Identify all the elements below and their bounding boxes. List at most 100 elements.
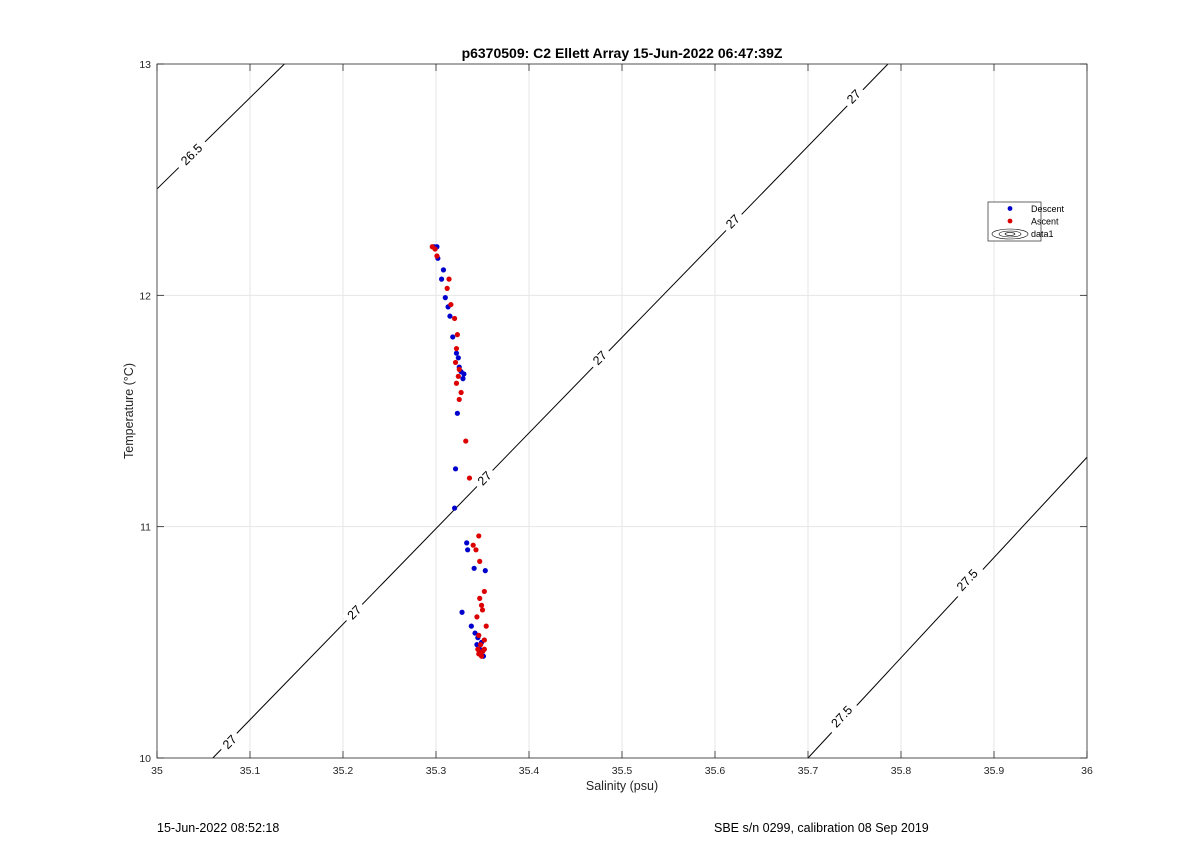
x-tick-label: 35.7 [798, 765, 819, 777]
x-tick-label: 36 [1081, 765, 1093, 777]
descent-point [453, 350, 460, 356]
y-tick-label: 11 [140, 522, 151, 534]
contour-label-bg [950, 562, 984, 598]
contour-label-bg [824, 698, 859, 734]
footer-calibration: SBE s/n 0299, calibration 08 Sep 2019 [714, 821, 929, 835]
legend-data1-label: data1 [1031, 229, 1054, 239]
ascent-point [455, 373, 461, 379]
descent-point [452, 466, 459, 472]
ascent-point [444, 285, 450, 291]
x-tick-label: 35.8 [891, 765, 912, 777]
x-tick-label: 35 [151, 765, 163, 777]
legend-ascent-marker [1007, 218, 1013, 224]
contour-label-group: 27 [472, 465, 497, 491]
ascent-point [432, 246, 438, 252]
ascent-point [477, 595, 483, 601]
ascent-point [481, 646, 487, 652]
ascent-point [475, 646, 481, 652]
ascent-point [456, 366, 462, 372]
contour-label-group: 27 [342, 600, 367, 625]
ascent-point [478, 602, 485, 608]
y-tick-label: 13 [139, 59, 151, 71]
legend-ascent-label: Ascent [1031, 217, 1059, 227]
legend-descent-marker [1007, 206, 1013, 211]
contour-label-bg [472, 465, 497, 491]
y-tick-label: 12 [139, 290, 151, 302]
ascent-point [463, 438, 469, 444]
descent-point [465, 547, 471, 553]
axis-ticks: 35 35.1 35.2 35.3 35.4 35.5 35.6 35.7 35.8 35.9 36… [139, 59, 1093, 777]
contour-line [212, 63, 889, 759]
ascent-point [476, 533, 482, 539]
ascent-point [481, 588, 487, 595]
descent-point [442, 295, 448, 301]
ascent-point [452, 359, 459, 366]
ascent-point [479, 607, 486, 613]
ascent-point [446, 276, 452, 282]
descent-point [474, 642, 480, 648]
descent-point [464, 540, 470, 546]
x-tick-label: 35.4 [519, 765, 540, 777]
x-tick-label: 35.3 [426, 765, 447, 777]
ascent-point [456, 396, 462, 403]
descent-point [447, 313, 453, 319]
chart-title: p6370509: C2 Ellett Array 15-Jun-2022 06… [462, 45, 783, 61]
x-tick-label: 35.5 [612, 765, 633, 777]
contour-label-group: 27 [587, 345, 612, 371]
descent-point [472, 630, 478, 636]
x-tick-label: 35.1 [240, 765, 261, 777]
ascent-point [466, 475, 473, 481]
legend-contour-icon [991, 228, 1029, 240]
descent-point [440, 267, 447, 273]
contour-label-bg [720, 209, 745, 234]
contour-label-bg [217, 729, 242, 755]
x-tick-label: 35.6 [705, 765, 726, 777]
legend: Descent Ascent data1 [987, 201, 1065, 242]
ascent-point [474, 614, 480, 620]
descent-point [460, 376, 466, 382]
descent-point [461, 371, 467, 377]
contour-label-group: 27 [720, 209, 745, 234]
ascent-point [481, 637, 487, 643]
ascent-point [476, 632, 482, 638]
y-tick-label: 10 [139, 753, 151, 765]
ascent-point [458, 389, 464, 396]
contour-line [156, 63, 285, 190]
descent-point [450, 334, 456, 340]
x-tick-label: 35.9 [984, 765, 1005, 777]
ascent-point [452, 315, 458, 322]
descent-point [452, 505, 458, 511]
legend-descent-label: Descent [1031, 204, 1065, 214]
ascent-point [473, 547, 479, 553]
descent-point [468, 623, 474, 629]
ascent-point [483, 623, 489, 629]
contour-label-bg [841, 84, 866, 109]
contour-label-bg [174, 137, 209, 172]
y-axis-label: Temperature (°C) [122, 363, 136, 459]
ascent-point [477, 558, 483, 564]
ascent-point [478, 653, 485, 659]
ascent-point [434, 253, 440, 259]
contour-label-group: 27 [217, 729, 242, 755]
ascent-point [453, 345, 460, 352]
contour-label-bg [587, 345, 612, 371]
ascent-point [454, 332, 460, 338]
x-tick-label: 35.2 [333, 765, 354, 777]
descent-point [454, 410, 460, 416]
descent-point [482, 568, 488, 574]
contour-label-bg [342, 600, 367, 625]
grid [157, 64, 1087, 758]
ascent-point [448, 301, 454, 308]
data-points [429, 244, 489, 659]
descent-point [438, 276, 445, 282]
footer-timestamp: 15-Jun-2022 08:52:18 [157, 821, 280, 835]
descent-point [471, 565, 477, 571]
descent-point [455, 355, 461, 361]
ascent-point [453, 380, 460, 386]
contour-label-group: 27 [841, 84, 866, 109]
x-axis-label: Salinity (psu) [586, 779, 658, 793]
ascent-point [478, 642, 484, 648]
ascent-point [470, 542, 476, 548]
descent-point [459, 609, 465, 615]
